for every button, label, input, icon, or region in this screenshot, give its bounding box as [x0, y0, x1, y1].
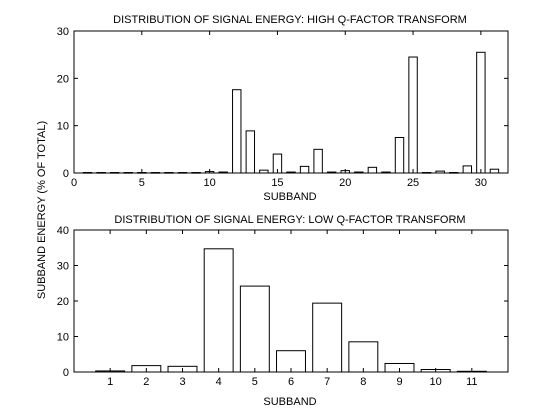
- x-tick-label: 5: [252, 376, 258, 388]
- bar-subband-31: [489, 168, 500, 174]
- x-tick-label: 6: [288, 376, 294, 388]
- y-tick-label: 20: [57, 296, 69, 308]
- x-tick-label: 15: [271, 177, 283, 189]
- bar-subband-7: [312, 302, 343, 373]
- bar-subband-17: [299, 165, 310, 174]
- x-tick-label: 1: [107, 376, 113, 388]
- y-tick-label: 0: [63, 168, 69, 180]
- x-tick-label: 7: [324, 376, 330, 388]
- x-tick-label: 10: [430, 376, 442, 388]
- bars: [82, 51, 500, 174]
- y-tick-label: 30: [57, 261, 69, 273]
- x-tick-label: 3: [179, 376, 185, 388]
- x-tick-label: 8: [360, 376, 366, 388]
- x-axis-label: SUBBAND: [263, 191, 316, 203]
- axis-ticks: 1 2 3 4 5 6 7 8 9 10 11 0 10 20 30 40: [57, 225, 508, 388]
- y-tick-label: 20: [57, 73, 69, 85]
- bars: [95, 248, 487, 373]
- y-axis-label: SUBBAND ENERGY (% OF TOTAL): [36, 121, 48, 299]
- chart-title: DISTRIBUTION OF SIGNAL ENERGY: LOW Q-FAC…: [114, 214, 465, 226]
- bar-subband-29: [462, 165, 473, 174]
- x-tick-label: 4: [216, 376, 222, 388]
- x-tick-label: 2: [143, 376, 149, 388]
- axis-ticks: 0 5 10 15 20 25 30 0 10 20 30: [57, 26, 508, 189]
- bar-subband-18: [313, 148, 323, 174]
- y-tick-label: 10: [57, 121, 69, 133]
- x-tick-label: 25: [407, 177, 419, 189]
- bar-subband-12: [232, 89, 242, 174]
- chart-high-q: DISTRIBUTION OF SIGNAL ENERGY: HIGH Q-FA…: [57, 14, 509, 203]
- bar-subband-13: [245, 130, 256, 174]
- x-tick-label: 11: [466, 376, 477, 388]
- bar-subband-30: [476, 51, 486, 174]
- x-tick-label: 30: [475, 177, 487, 189]
- x-tick-label: 5: [139, 177, 145, 189]
- x-tick-label: 10: [204, 177, 216, 189]
- bar-subband-8: [348, 341, 379, 373]
- bar-subband-25: [408, 56, 418, 174]
- bar-subband-22: [367, 166, 378, 174]
- y-tick-label: 10: [57, 332, 69, 344]
- x-tick-label: 20: [339, 177, 351, 189]
- chart-low-q: DISTRIBUTION OF SIGNAL ENERGY: LOW Q-FAC…: [57, 214, 509, 408]
- bar-subband-24: [394, 137, 405, 174]
- x-tick-label: 9: [396, 376, 402, 388]
- x-axis-label: SUBBAND: [263, 396, 316, 408]
- bar-subband-5: [239, 285, 270, 373]
- y-tick-label: 40: [57, 225, 69, 237]
- chart-title: DISTRIBUTION OF SIGNAL ENERGY: HIGH Q-FA…: [113, 14, 467, 26]
- y-tick-label: 30: [57, 26, 69, 38]
- x-tick-label: 0: [71, 177, 77, 189]
- plot-frame: [73, 30, 509, 174]
- bar-subband-4: [203, 248, 234, 373]
- y-tick-label: 0: [63, 367, 69, 379]
